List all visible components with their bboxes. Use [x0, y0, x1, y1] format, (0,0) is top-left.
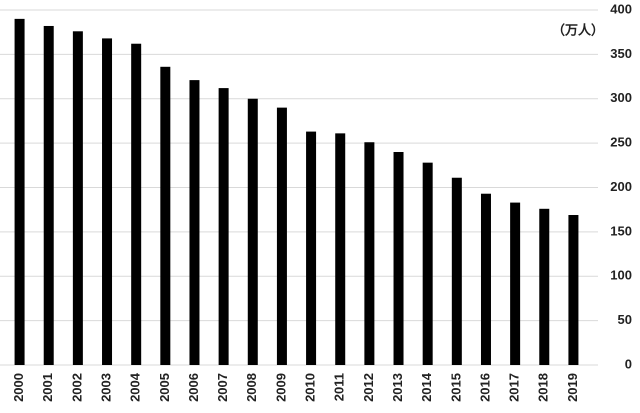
y-tick-label: 50	[618, 312, 632, 327]
bar	[335, 133, 346, 365]
bar	[422, 162, 433, 365]
x-tick-label: 2009	[273, 373, 288, 402]
x-tick-label: 2012	[361, 373, 376, 402]
x-tick-label: 2007	[215, 373, 230, 402]
bar	[568, 215, 579, 365]
bar	[160, 66, 171, 366]
x-tick-label: 2018	[536, 373, 551, 402]
x-tick-label: 2015	[448, 373, 463, 402]
bar	[306, 131, 317, 365]
y-tick-label: 250	[610, 135, 632, 150]
y-tick-label: 350	[610, 46, 632, 61]
x-tick-label: 2001	[40, 373, 55, 402]
x-tick-label: 2008	[244, 373, 259, 402]
bar	[131, 43, 142, 365]
bar	[451, 177, 462, 365]
bar	[247, 98, 258, 365]
x-tick-label: 2006	[186, 373, 201, 402]
bar	[364, 142, 375, 365]
x-tick-label: 2014	[419, 372, 434, 402]
bar	[480, 193, 491, 365]
bar	[72, 31, 83, 366]
x-tick-label: 2010	[303, 373, 318, 402]
x-tick-label: 2013	[390, 373, 405, 402]
unit-label: （万人）	[552, 22, 604, 37]
bar	[276, 107, 287, 365]
x-tick-label: 2005	[157, 373, 172, 402]
bar	[510, 202, 521, 365]
x-tick-label: 2003	[98, 373, 113, 402]
y-tick-label: 150	[610, 223, 632, 238]
x-tick-label: 2016	[477, 373, 492, 402]
bar	[102, 38, 113, 366]
bar	[539, 208, 550, 365]
y-tick-label: 200	[610, 179, 632, 194]
x-tick-label: 2017	[507, 373, 522, 402]
bar	[393, 152, 404, 365]
y-tick-label: 300	[610, 90, 632, 105]
x-tick-label: 2002	[69, 373, 84, 402]
bar	[218, 88, 229, 365]
bar	[43, 25, 54, 365]
x-tick-label: 2000	[11, 373, 26, 402]
x-tick-label: 2019	[565, 373, 580, 402]
bar	[189, 80, 200, 366]
x-tick-label: 2004	[128, 372, 143, 402]
y-tick-label: 400	[610, 1, 632, 16]
x-tick-label: 2011	[332, 373, 347, 401]
bar	[14, 18, 25, 365]
y-tick-label: 100	[610, 268, 632, 283]
y-tick-label: 0	[625, 356, 632, 371]
